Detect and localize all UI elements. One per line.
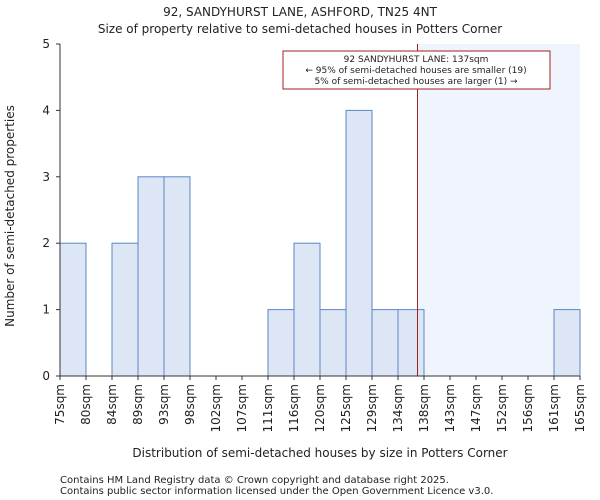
bar-93sqm [163,176,191,377]
x-tick-label: 89sqm [131,384,145,425]
x-tick-label: 120sqm [313,384,327,432]
x-tick-label: 152sqm [495,384,509,432]
x-tick-label: 143sqm [443,384,457,432]
y-tick-label: 3 [42,170,50,184]
annotation-line-2: ← 95% of semi-detached houses are smalle… [305,66,526,76]
x-tick-label: 93sqm [157,384,171,425]
bar-129sqm [371,309,399,377]
footer-line-1: Contains HM Land Registry data © Crown c… [60,475,449,486]
x-tick-label: 125sqm [339,384,353,432]
x-axis-label: Distribution of semi-detached houses by … [132,446,507,460]
bar-111sqm [267,309,295,377]
x-tick-label: 147sqm [469,384,483,432]
bar-75sqm [59,242,87,377]
bar-116sqm [293,242,321,377]
y-tick-label: 1 [42,303,50,317]
annotation-line-1: 92 SANDYHURST LANE: 137sqm [344,55,489,65]
x-tick-label: 75sqm [53,384,67,425]
x-tick-label: 84sqm [105,384,119,425]
y-tick-label: 2 [42,236,50,250]
annotation-box: 92 SANDYHURST LANE: 137sqm ← 95% of semi… [282,50,551,90]
x-tick-label: 116sqm [287,384,301,432]
bar-84sqm [111,242,139,377]
bar-125sqm [345,109,373,377]
x-tick-label: 161sqm [547,384,561,432]
larger-region-highlight [417,44,580,376]
bar-134sqm [397,309,425,377]
x-tick-label: 134sqm [391,384,405,432]
chart-subtitle: Size of property relative to semi-detach… [98,22,502,36]
y-tick-label: 4 [42,103,50,117]
y-axis-label: Number of semi-detached properties [3,105,17,327]
x-tick-label: 80sqm [79,384,93,425]
x-tick-label: 102sqm [209,384,223,432]
x-tick-label: 107sqm [235,384,249,432]
annotation-border [282,50,551,90]
x-tick-label: 138sqm [417,384,431,432]
footer-line-2: Contains public sector information licen… [60,486,493,497]
x-tick-label: 129sqm [365,384,379,432]
x-tick-label: 165sqm [573,384,587,432]
annotation-line-3: 5% of semi-detached houses are larger (1… [314,77,518,87]
x-tick-label: 111sqm [261,384,275,432]
bar-89sqm [137,176,165,377]
y-tick-label: 0 [42,369,50,383]
y-tick-label: 5 [42,37,50,51]
x-tick-label: 156sqm [521,384,535,432]
bar-161sqm [553,309,581,377]
chart-title: 92, SANDYHURST LANE, ASHFORD, TN25 4NT [163,5,438,19]
x-tick-label: 98sqm [183,384,197,425]
bar-120sqm [319,309,347,377]
